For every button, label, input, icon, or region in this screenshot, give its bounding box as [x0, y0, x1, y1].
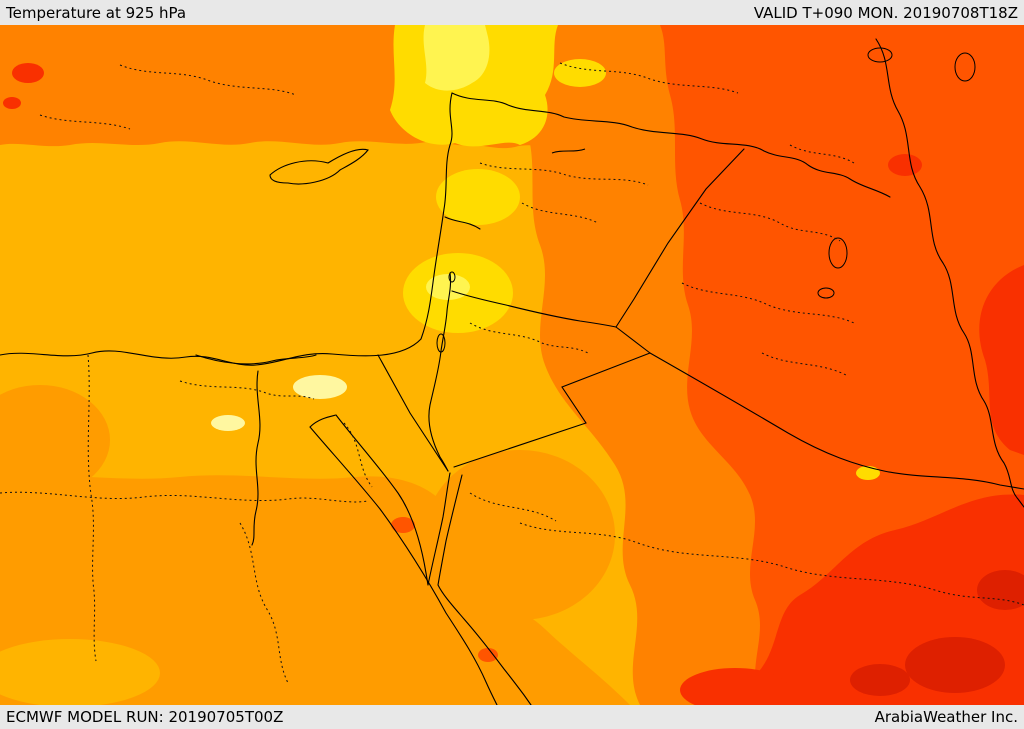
border-turkey-syria-iraq: [451, 92, 891, 198]
admin-boundary-saudi-2: [469, 492, 557, 522]
map-title: Temperature at 925 hPa: [6, 3, 187, 22]
region-yellow-lebanon: [436, 169, 520, 225]
region-bright-yellow-top: [423, 25, 490, 91]
footer-bar: ECMWF MODEL RUN: 20190705T00Z ArabiaWeat…: [0, 705, 1024, 729]
region-yellow-saudi-spot: [856, 466, 880, 480]
admin-boundary-iraq-2: [681, 282, 855, 324]
brand-label: ArabiaWeather Inc.: [874, 708, 1018, 726]
lake-van: [867, 47, 893, 63]
region-bottom-left-amber: [0, 639, 160, 705]
region-red-spot-turkey-2: [3, 97, 21, 109]
coast-gulf-of-suez-west: [309, 426, 498, 705]
coastline-levant-egypt: [0, 92, 453, 366]
admin-boundary-sinai: [343, 422, 373, 488]
temperature-map-svg: [0, 25, 1024, 705]
region-red-spot-turkey-1: [12, 63, 44, 83]
admin-boundary-iraq-4: [789, 144, 855, 164]
border-egypt-israel: [377, 354, 449, 472]
lake-tharthar: [828, 237, 848, 269]
river-nile: [251, 370, 261, 546]
region-yellow-turkey-spot: [554, 59, 606, 87]
admin-boundary-syria-2: [521, 202, 599, 224]
border-iran-iraq: [875, 38, 1024, 508]
region-red-right-edge: [979, 265, 1024, 455]
island-cyprus: [269, 148, 369, 185]
coast-sinai-east-aqaba: [427, 472, 451, 586]
admin-boundary-syria-1: [479, 162, 649, 186]
admin-boundary-turkey-1: [559, 62, 739, 94]
valid-time-label: VALID T+090 MON. 20190708T18Z: [753, 3, 1018, 22]
coastline-nile-delta: [195, 354, 317, 365]
border-lebanon-syria: [444, 216, 481, 230]
region-deep-red-2: [977, 570, 1024, 610]
region-red-spot-northeast: [888, 154, 922, 176]
lake-galilee: [448, 271, 456, 283]
lake-habbaniyah: [817, 287, 835, 299]
region-deep-red-1: [905, 637, 1005, 693]
admin-boundary-saudi-1: [519, 522, 1024, 606]
region-deep-red-3: [850, 664, 910, 696]
admin-boundary-egypt-2: [0, 491, 369, 503]
admin-boundary-turkey-2: [119, 64, 297, 96]
border-jordan-saudi: [453, 352, 651, 468]
lake-assad: [551, 148, 586, 154]
border-jordan-river-arava: [428, 272, 452, 472]
coast-sinai-west: [309, 414, 429, 586]
coast-aqaba-east-saudi: [437, 474, 532, 705]
admin-boundary-egypt-1: [87, 354, 97, 662]
lake-urmia: [954, 52, 976, 82]
border-iraq-saudi: [649, 352, 1024, 490]
model-run-label: ECMWF MODEL RUN: 20190705T00Z: [6, 708, 284, 726]
border-syria-iraq: [615, 148, 745, 328]
admin-boundary-iraq-1: [699, 202, 841, 242]
region-orange-red-spot-suez: [391, 517, 415, 533]
region-red-bottom-center: [680, 668, 790, 705]
region-pale-yellow-delta-1: [293, 375, 347, 399]
admin-boundary-jordan: [469, 322, 589, 354]
lake-dead-sea: [436, 333, 446, 353]
region-west-desert-orange: [0, 385, 110, 495]
border-syria-jordan: [451, 290, 617, 328]
region-orange-red-spot-red-sea: [478, 648, 498, 662]
border-jordan-iraq: [615, 326, 651, 354]
header-bar: Temperature at 925 hPa VALID T+090 MON. …: [0, 0, 1024, 25]
region-pale-yellow-delta-2: [211, 415, 245, 431]
admin-boundary-turkey-3: [39, 114, 131, 130]
region-nw-saudi-orange: [425, 450, 615, 620]
region-south-egypt-orange: [0, 475, 630, 705]
temperature-map: [0, 25, 1024, 705]
